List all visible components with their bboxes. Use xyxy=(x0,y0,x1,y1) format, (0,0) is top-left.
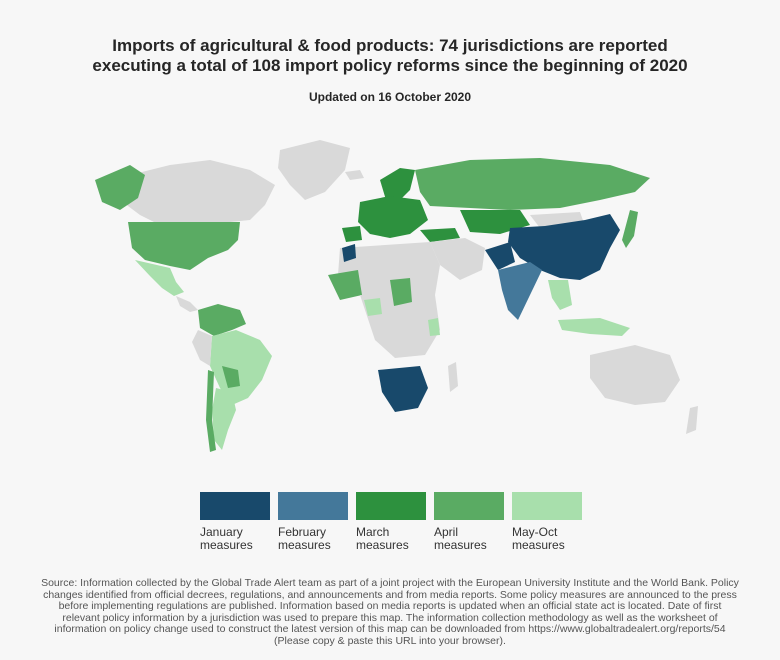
map-title: Imports of agricultural & food products:… xyxy=(0,36,780,76)
region-iberia[interactable] xyxy=(342,226,362,242)
region-argentina[interactable] xyxy=(212,388,236,450)
region-new-zealand xyxy=(686,406,698,434)
title-line-2: executing a total of 108 import policy r… xyxy=(92,56,688,75)
region-turkey[interactable] xyxy=(420,228,460,242)
region-china[interactable] xyxy=(508,214,620,280)
region-north-south-america[interactable] xyxy=(198,304,246,336)
legend-swatch-may-oct xyxy=(512,492,582,520)
region-central-america xyxy=(176,296,198,312)
region-peru xyxy=(192,330,212,366)
legend-swatch-march xyxy=(356,492,426,520)
legend-label-april: April measures xyxy=(434,525,487,552)
map-legend: January measures February measures March… xyxy=(200,492,600,562)
region-southeast-asia[interactable] xyxy=(548,280,572,310)
region-middle-east xyxy=(430,238,485,280)
region-north-africa xyxy=(338,242,440,300)
region-canada xyxy=(120,160,275,225)
legend-item-april: April measures xyxy=(434,492,504,552)
region-russia[interactable] xyxy=(415,158,650,210)
legend-swatch-february xyxy=(278,492,348,520)
region-alaska[interactable] xyxy=(95,165,145,210)
region-india[interactable] xyxy=(498,262,542,320)
region-west-africa[interactable] xyxy=(328,270,362,300)
region-morocco[interactable] xyxy=(342,244,356,262)
legend-swatch-april xyxy=(434,492,504,520)
legend-item-march: March measures xyxy=(356,492,426,552)
region-iceland xyxy=(345,170,364,180)
region-madagascar xyxy=(448,362,458,392)
title-line-1: Imports of agricultural & food products:… xyxy=(112,36,668,55)
legend-label-march: March measures xyxy=(356,525,409,552)
region-europe[interactable] xyxy=(358,196,428,238)
region-australia xyxy=(590,345,680,405)
region-indonesia[interactable] xyxy=(558,318,630,336)
legend-label-february: February measures xyxy=(278,525,331,552)
region-nigeria[interactable] xyxy=(364,298,382,316)
map-subtitle: Updated on 16 October 2020 xyxy=(308,90,472,104)
legend-item-january: January measures xyxy=(200,492,270,552)
region-southern-africa[interactable] xyxy=(378,366,428,412)
world-map xyxy=(95,140,698,452)
source-note: Source: Information collected by the Glo… xyxy=(41,577,739,647)
region-mexico[interactable] xyxy=(135,260,184,296)
legend-label-january: January measures xyxy=(200,525,253,552)
legend-swatch-january xyxy=(200,492,270,520)
region-japan[interactable] xyxy=(622,210,638,248)
region-scandinavia[interactable] xyxy=(380,168,415,202)
region-brazil[interactable] xyxy=(210,330,272,405)
region-kenya[interactable] xyxy=(428,318,440,336)
legend-item-february: February measures xyxy=(278,492,348,552)
region-pakistan[interactable] xyxy=(485,242,515,270)
region-greenland xyxy=(278,140,350,200)
legend-item-may-oct: May-Oct measures xyxy=(512,492,582,552)
region-paraguay[interactable] xyxy=(222,366,240,388)
region-sudan[interactable] xyxy=(390,278,412,306)
region-united-states[interactable] xyxy=(128,222,240,270)
region-chile[interactable] xyxy=(206,370,216,452)
legend-label-may-oct: May-Oct measures xyxy=(512,525,565,552)
